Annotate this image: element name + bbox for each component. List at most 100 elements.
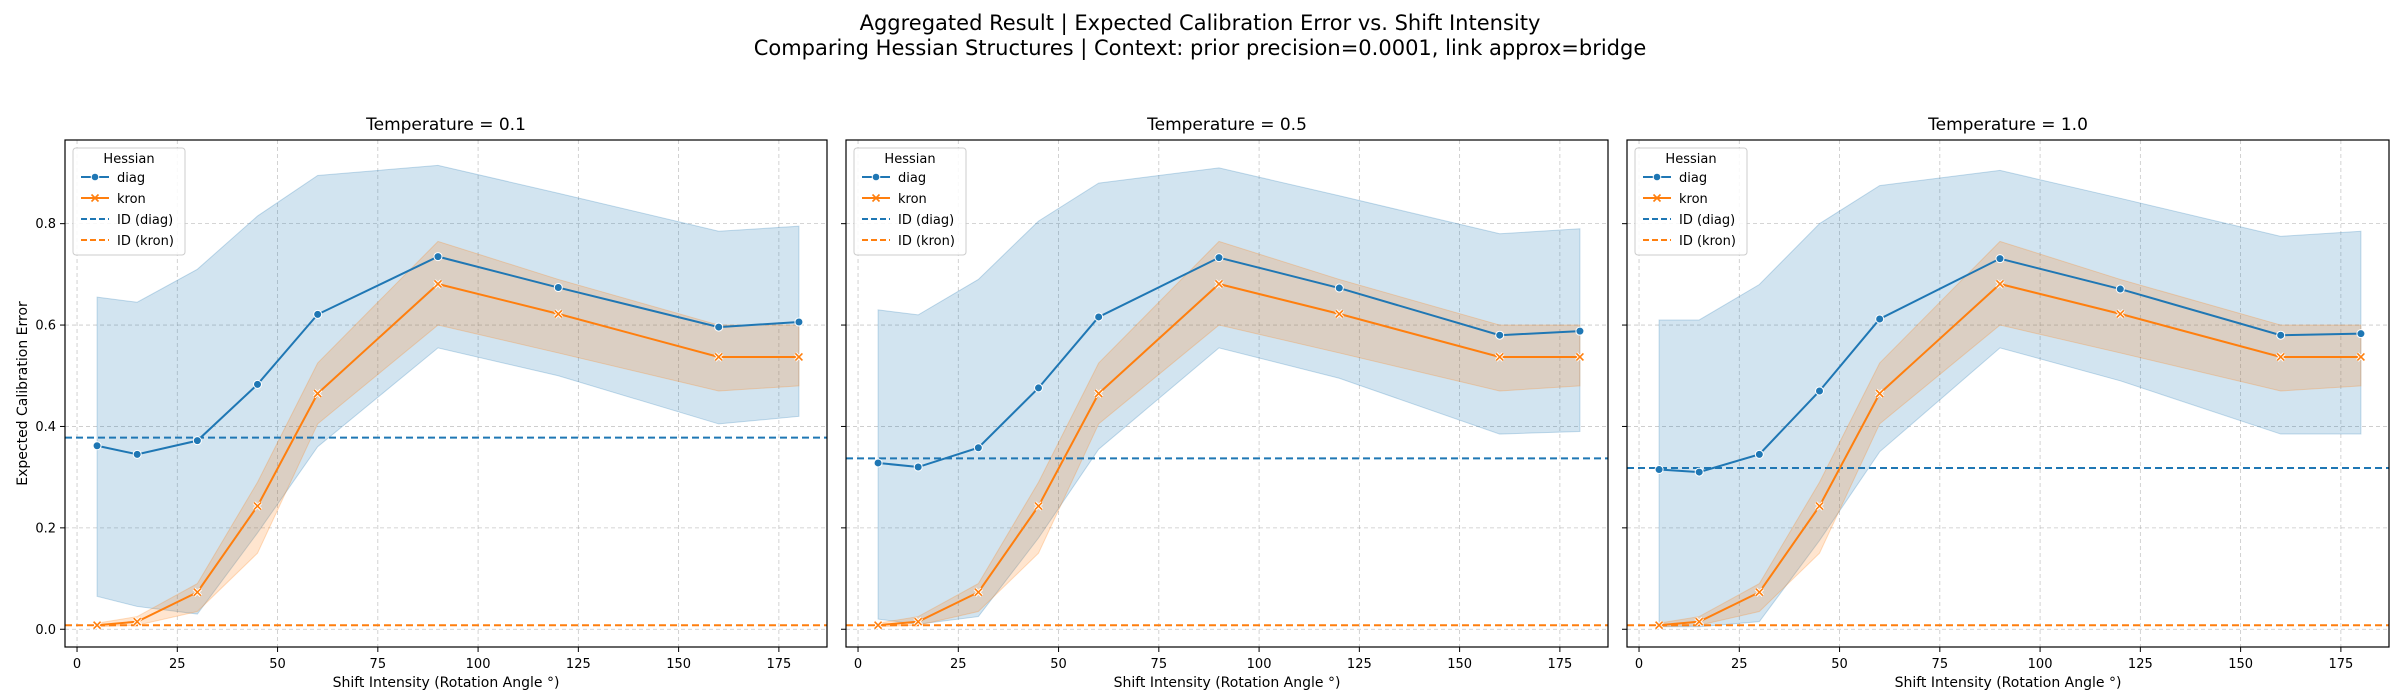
legend-entry: kron	[81, 192, 146, 207]
legend-label: diag	[1679, 171, 1707, 186]
confidence-band-kron	[877, 240, 1581, 628]
confidence-band-kron	[1658, 240, 2362, 628]
data-point-kron	[1874, 388, 1885, 399]
legend-entry: ID (kron)	[81, 234, 174, 249]
data-point-kron	[553, 309, 564, 319]
x-tick-label: 25	[169, 657, 186, 672]
data-point-kron	[713, 352, 724, 362]
data-point-kron	[1995, 279, 2005, 289]
legend-label: ID (diag)	[117, 213, 173, 228]
legend-entry: ID (diag)	[81, 213, 173, 228]
data-point-kron	[2356, 352, 2366, 362]
legend: Hessian diag kron ID (diag) ID (kron)	[853, 147, 967, 256]
legend-marker	[90, 193, 100, 203]
subplot-1: 0 25 50 75 100 125 150 175 0.0 0.2 0.4 0.6 0.8 Temper…	[15, 115, 828, 691]
plot-area	[65, 164, 827, 630]
data-point-diag	[192, 436, 202, 446]
legend: Hessian diag kron ID (diag) ID (kron)	[72, 147, 186, 256]
x-tick-label: 125	[1347, 657, 1372, 672]
subplot-title: Temperature = 0.5	[1146, 115, 1307, 135]
data-point-kron	[92, 620, 102, 630]
legend-marker	[871, 193, 881, 203]
data-point-kron	[192, 587, 203, 597]
data-point-diag	[1995, 254, 2005, 264]
y-tick-label: 0.8	[35, 217, 56, 232]
data-point-kron	[1033, 501, 1044, 511]
subplot-title: Temperature = 0.1	[365, 115, 526, 135]
x-tick-label: 125	[566, 657, 591, 672]
legend-label: ID (kron)	[898, 234, 955, 249]
data-point-kron	[1093, 388, 1104, 399]
x-axis-label: Shift Intensity (Rotation Angle °)	[333, 675, 560, 691]
data-point-diag	[2356, 329, 2366, 339]
data-point-kron	[433, 279, 443, 289]
legend-entry: diag	[81, 171, 145, 186]
legend-marker	[1652, 193, 1662, 203]
axes-frame	[845, 139, 1609, 648]
x-tick-label: 150	[2228, 657, 2253, 672]
data-point-diag	[1575, 326, 1585, 336]
data-point-diag	[132, 449, 142, 459]
data-point-diag	[1334, 283, 1344, 293]
x-tick-label: 150	[1447, 657, 1472, 672]
x-tick-label: 100	[1247, 657, 1272, 672]
legend-entry: ID (kron)	[862, 234, 955, 249]
data-point-diag	[1694, 467, 1704, 477]
data-point-kron	[2275, 352, 2286, 362]
confidence-band-diag	[1658, 169, 2362, 628]
x-tick-label: 50	[1050, 657, 1067, 672]
legend-entry: ID (diag)	[1643, 213, 1735, 228]
confidence-band-diag	[96, 164, 800, 615]
axes-frame	[64, 139, 828, 648]
legend-label: ID (diag)	[1679, 213, 1735, 228]
subplot-2: 0 25 50 75 100 125 150 175 Temperature = 0.5 Shif…	[841, 115, 1609, 691]
subplots: 0 25 50 75 100 125 150 175 0.0 0.2 0.4 0.6 0.8 Temper…	[15, 115, 2390, 691]
data-point-diag	[2276, 330, 2286, 340]
legend: Hessian diag kron ID (diag) ID (kron)	[1634, 147, 1748, 256]
data-point-kron	[1754, 587, 1765, 597]
data-point-diag	[1654, 465, 1664, 475]
legend-title: Hessian	[1665, 152, 1716, 167]
plot-area	[1627, 169, 2389, 630]
x-tick-label: 175	[766, 657, 791, 672]
x-axis-label: Shift Intensity (Rotation Angle °)	[1895, 675, 2122, 691]
data-point-diag	[1034, 383, 1044, 393]
y-tick-label: 0.2	[35, 521, 56, 536]
data-point-kron	[312, 388, 323, 399]
y-tick-label: 0.0	[35, 623, 56, 638]
legend-entry: ID (diag)	[862, 213, 954, 228]
legend-marker	[871, 172, 881, 182]
legend-entry: ID (kron)	[1643, 234, 1736, 249]
legend-box	[1634, 147, 1748, 256]
legend-entry: diag	[862, 171, 926, 186]
data-point-kron	[1214, 279, 1224, 289]
data-point-kron	[1814, 501, 1825, 511]
data-point-kron	[1654, 620, 1664, 630]
data-point-diag	[1875, 314, 1885, 324]
data-point-diag	[2115, 284, 2125, 294]
legend-entry: kron	[1643, 192, 1708, 207]
legend-label: diag	[117, 171, 145, 186]
x-tick-label: 125	[2128, 657, 2153, 672]
x-tick-label: 75	[1151, 657, 1168, 672]
data-point-diag	[714, 322, 724, 332]
y-axis-label: Expected Calibration Error	[15, 301, 31, 486]
legend-label: ID (diag)	[898, 213, 954, 228]
subplot-3: 0 25 50 75 100 125 150 175 Temperature = 1.0 Shif…	[1622, 115, 2390, 691]
legend-marker	[90, 172, 100, 182]
x-tick-label: 150	[666, 657, 691, 672]
confidence-band-kron	[96, 240, 800, 628]
data-point-diag	[1094, 312, 1104, 322]
x-tick-label: 100	[466, 657, 491, 672]
subplot-title: Temperature = 1.0	[1927, 115, 2088, 135]
data-point-kron	[1334, 309, 1345, 319]
x-tick-label: 25	[950, 657, 967, 672]
data-point-diag	[433, 252, 443, 262]
y-tick-label: 0.4	[35, 420, 56, 435]
data-point-kron	[132, 616, 142, 627]
legend-entry: kron	[862, 192, 927, 207]
data-point-diag	[973, 443, 983, 453]
x-tick-label: 175	[2328, 657, 2353, 672]
legend-box	[853, 147, 967, 256]
